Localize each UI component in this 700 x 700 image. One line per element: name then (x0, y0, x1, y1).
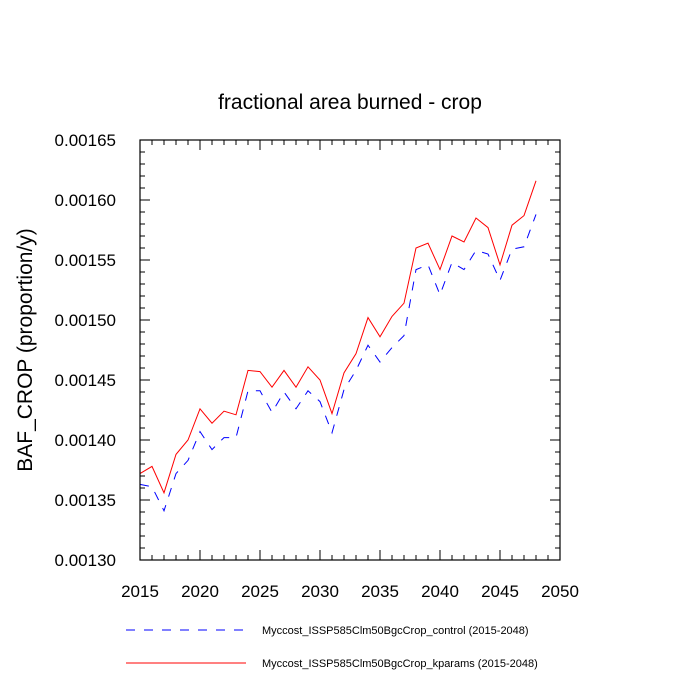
x-tick-label: 2020 (181, 582, 219, 601)
x-tick-label: 2050 (541, 582, 579, 601)
axis-ticks (139, 139, 561, 561)
y-axis-label: BAF_CROP (proportion/y) (14, 228, 37, 472)
plot-frame (139, 139, 561, 561)
y-tick-label: 0.00155 (55, 251, 116, 270)
y-tick-label: 0.00135 (55, 491, 116, 510)
series-line-control (139, 214, 537, 513)
x-tick-label: 2025 (241, 582, 279, 601)
x-tick-label: 2015 (121, 582, 159, 601)
series-line-kparams (139, 180, 537, 495)
legend-label-kparams: Myccost_ISSP585Clm50BgcCrop_kparams (201… (262, 658, 538, 670)
x-tick-label: 2030 (301, 582, 339, 601)
y-tick-label: 0.00145 (55, 371, 116, 390)
y-tick-label: 0.00160 (55, 191, 116, 210)
x-tick-label: 2040 (421, 582, 459, 601)
y-tick-labels: 0.00130 0.00135 0.00140 0.00145 0.00150 0.001… (55, 131, 116, 570)
y-tick-label: 0.00140 (55, 431, 116, 450)
x-tick-label: 2035 (361, 582, 399, 601)
series-lines (139, 180, 537, 513)
chart-title: fractional area burned - crop (218, 91, 482, 114)
legend-label-control: Myccost_ISSP585Clm50BgcCrop_control (201… (262, 625, 529, 637)
y-tick-label: 0.00165 (55, 131, 116, 150)
y-tick-label: 0.00130 (55, 551, 116, 570)
x-tick-labels: 2015 2020 2025 2030 2035 2040 2045 2050 (121, 582, 579, 601)
y-tick-label: 0.00150 (55, 311, 116, 330)
x-tick-label: 2045 (481, 582, 519, 601)
legend: Myccost_ISSP585Clm50BgcCrop_control (201… (126, 625, 538, 670)
